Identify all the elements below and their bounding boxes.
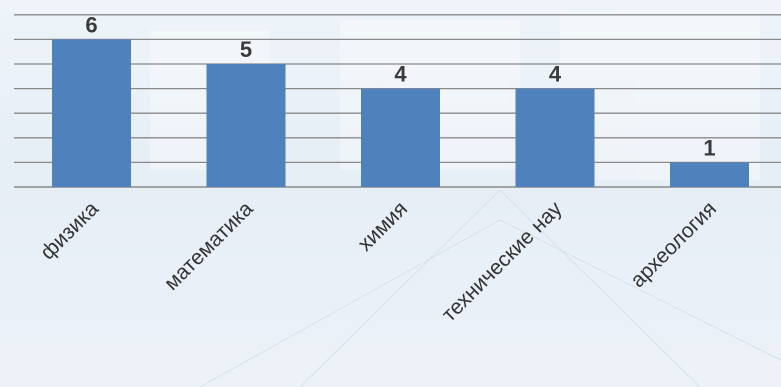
data-label: 4 <box>549 62 562 87</box>
data-label: 5 <box>240 37 252 62</box>
bar <box>52 39 131 188</box>
bar <box>670 162 749 187</box>
category-label: химия <box>354 197 413 256</box>
category-label: физика <box>36 197 103 264</box>
bar <box>515 88 595 187</box>
category-labels: физика математика химия технические нау архе… <box>36 197 721 326</box>
bar <box>206 64 286 187</box>
bars <box>52 39 749 188</box>
category-label: технические нау <box>437 197 566 326</box>
category-label: археология <box>626 197 721 292</box>
data-label: 6 <box>85 12 97 37</box>
data-label: 1 <box>703 135 715 160</box>
category-label: математика <box>160 197 258 295</box>
data-label: 4 <box>394 62 407 87</box>
bar <box>361 88 440 187</box>
data-labels: 6 5 4 4 1 <box>85 12 715 160</box>
